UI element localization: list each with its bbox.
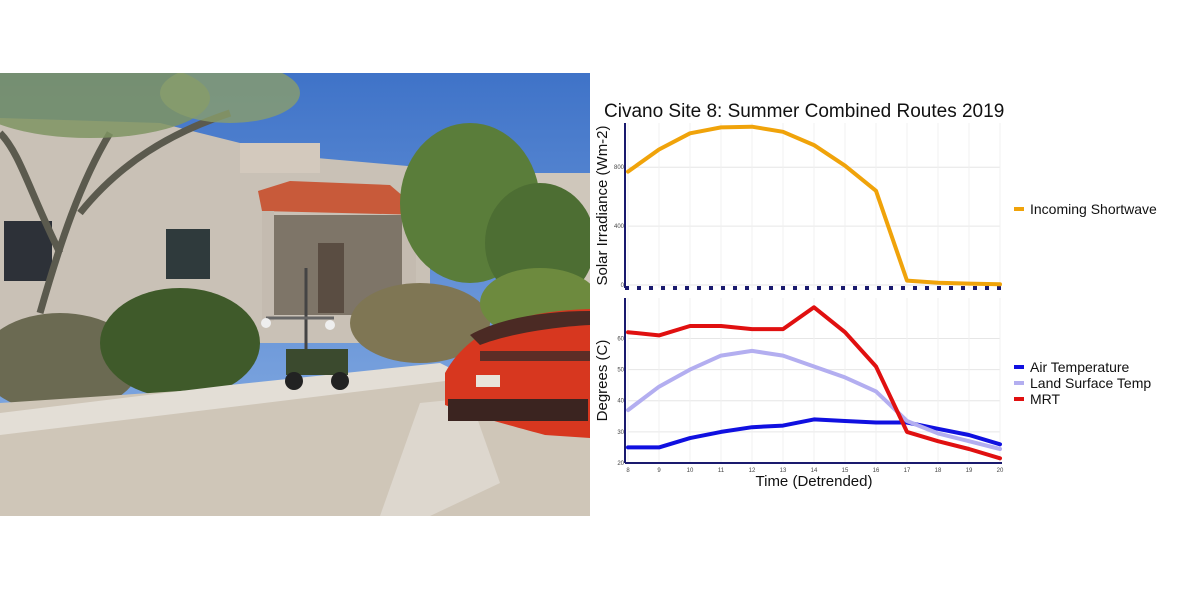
x-tick-label: 17 (904, 468, 911, 474)
window-middle (166, 229, 210, 279)
legend-label: Air Temperature (1030, 359, 1130, 375)
cart-sensor-1 (261, 318, 271, 328)
x-tick-label: 15 (842, 468, 849, 474)
y-tick-label: 60 (617, 336, 624, 342)
x-tick-label: 9 (657, 468, 661, 474)
chart-title: Civano Site 8: Summer Combined Routes 20… (604, 101, 1004, 122)
porch-post-left (262, 211, 274, 321)
legend-label: MRT (1030, 391, 1061, 407)
y-tick-label: 20 (617, 461, 624, 467)
panel-degrees: 20 30 40 50 60 Degrees (C) Air TemperatureLand… (594, 298, 1151, 467)
y-tick-label: 0 (621, 283, 625, 289)
y-axis-label: Degrees (C) (594, 340, 611, 422)
measurement-cart-body (286, 349, 348, 375)
shrub-2 (100, 288, 260, 398)
legend-label: Incoming Shortwave (1030, 201, 1157, 217)
site-photo (0, 73, 590, 516)
series-line (626, 348, 1002, 451)
window-left (4, 221, 52, 281)
x-tick-label: 20 (997, 468, 1004, 474)
cart-sensor-2 (325, 320, 335, 330)
car-stripe (480, 351, 590, 361)
y-tick-label: 30 (617, 430, 624, 436)
series-line (626, 305, 1002, 461)
front-door (318, 243, 344, 313)
x-tick-label: 12 (749, 468, 756, 474)
x-tick-label: 16 (873, 468, 880, 474)
shrub-3 (350, 283, 490, 363)
car-license-plate (476, 375, 500, 387)
x-tick-label: 10 (687, 468, 694, 474)
car-windshield (470, 311, 590, 345)
car-bumper (448, 399, 588, 421)
y-tick-label: 40 (617, 399, 624, 405)
series-line (626, 124, 1002, 287)
chart-panel: Civano Site 8: Summer Combined Routes 20… (590, 73, 1181, 516)
photo-illustration (0, 73, 590, 516)
porch-roof (258, 181, 425, 215)
x-tick-label: 14 (811, 468, 818, 474)
x-axis-label: Time (Detrended) (756, 473, 873, 490)
y-tick-label: 50 (617, 368, 624, 374)
x-tick-label: 8 (626, 468, 630, 474)
x-tick-label: 11 (718, 468, 725, 474)
x-tick-label: 19 (966, 468, 973, 474)
y-axis-label: Solar Irradiance (Wm-2) (594, 125, 611, 285)
legend-label: Land Surface Temp (1030, 375, 1151, 391)
driveway-curb (380, 398, 500, 516)
series-line (626, 417, 1002, 450)
tree-foliage-left-2 (160, 73, 300, 123)
tree-foliage-left (0, 73, 210, 138)
cart-wheel-2 (331, 372, 349, 390)
y-tick-label: 400 (614, 224, 625, 230)
x-tick-label: 13 (780, 468, 787, 474)
x-axis: 8 9 10 11 12 13 14 15 16 17 18 19 20 (626, 468, 1004, 474)
x-tick-label: 18 (935, 468, 942, 474)
y-tick-label: 800 (614, 165, 625, 171)
house-parapet (240, 143, 320, 173)
cart-wheel-1 (285, 372, 303, 390)
chart-svg: Civano Site 8: Summer Combined Routes 20… (594, 101, 1157, 490)
sidewalk (0, 363, 470, 435)
